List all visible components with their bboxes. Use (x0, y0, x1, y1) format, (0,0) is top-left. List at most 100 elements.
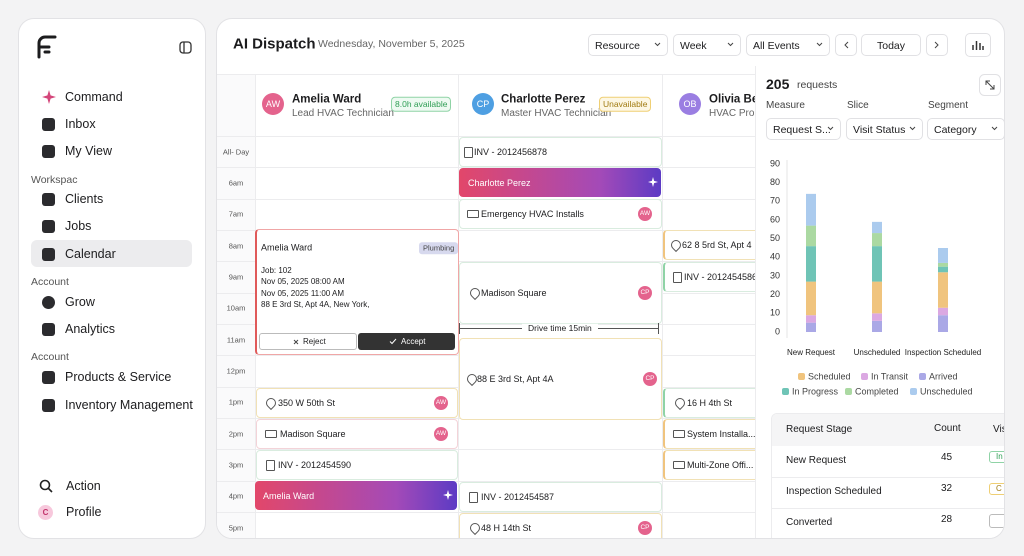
nav-item-active[interactable]: Calendar (65, 246, 116, 261)
nav-item[interactable]: Products & Service (65, 369, 172, 384)
filter-dropdown[interactable]: All Events (746, 34, 830, 56)
event[interactable]: 88 E 3rd St, Apt 4A CP (459, 338, 662, 420)
event-avatar: CP (643, 372, 657, 386)
event[interactable]: 48 H 14th St CP (459, 513, 662, 538)
column-header: Count (934, 423, 961, 434)
availability-badge: Unavailable (599, 96, 652, 112)
nav-item[interactable]: Profile (66, 504, 102, 519)
legend-swatch (798, 373, 805, 380)
truck-icon (673, 461, 685, 469)
event[interactable]: INV - 2012454590 (256, 450, 458, 480)
x-tick-label: New Request (787, 348, 836, 357)
y-tick-label: 90 (770, 158, 780, 168)
main-content: AI Dispatch Wednesday, November 5, 2025 … (217, 19, 1004, 538)
event-title: INV - 2012454590 (278, 460, 352, 470)
event[interactable]: 350 W 50th St AW (256, 388, 458, 418)
y-tick-label: 50 (770, 233, 780, 243)
event[interactable]: 16 H 4th St (663, 388, 766, 418)
filter-dropdown[interactable]: Week (673, 34, 741, 56)
job-card[interactable]: Amelia Ward Plumbing Job: 102 Nov 05, 20… (255, 229, 459, 355)
event-avatar: AW (434, 396, 448, 410)
event[interactable]: INV - 2012456878 (459, 137, 662, 167)
bar-segment (938, 315, 948, 332)
collapse-icon[interactable] (179, 41, 192, 54)
legend-label: Unscheduled (920, 386, 973, 396)
chevron (654, 42, 661, 47)
drive-tick (658, 323, 659, 334)
bar-segment (872, 313, 882, 321)
event[interactable]: Emergency HVAC Installs AW (459, 199, 662, 229)
next-button[interactable] (926, 34, 948, 56)
resource-avatar: AW (262, 93, 284, 115)
event-highlight[interactable]: Charlotte Perez (459, 168, 661, 197)
nav-item[interactable]: Inbox (65, 116, 96, 131)
bar-segment (806, 225, 816, 247)
bar-segment (872, 221, 882, 234)
resource-name: Charlotte Perez (501, 93, 586, 106)
doc-icon (469, 492, 478, 503)
time-label: 9am (228, 272, 244, 282)
event[interactable]: Madison Square CP (459, 262, 662, 324)
nav-item[interactable]: Command (65, 89, 123, 104)
job-address: 88 E 3rd St, Apt 4A, New York, (261, 300, 370, 309)
legend-swatch (782, 388, 789, 395)
event-avatar: AW (434, 427, 448, 441)
legend-swatch (861, 373, 868, 380)
button-label: Reject (303, 337, 326, 346)
nav-item[interactable]: Inventory Management (65, 397, 193, 412)
bar-segment (806, 193, 816, 226)
section-label: Workspac (31, 173, 78, 186)
event-title: 88 E 3rd St, Apt 4A (477, 374, 554, 384)
event-title: 16 H 4th St (687, 398, 733, 408)
bar-segment (806, 246, 816, 282)
drive-tick (459, 323, 460, 334)
filter-dropdown[interactable]: Resource (588, 34, 668, 56)
chevron (991, 126, 998, 131)
event-title: INV - 2012456878 (474, 147, 548, 157)
nav-item[interactable]: My View (65, 143, 113, 158)
nav-item[interactable]: Action (66, 478, 101, 493)
stage-name: Inspection Scheduled (786, 486, 882, 497)
expand-button[interactable] (979, 74, 1001, 96)
pin-icon (668, 237, 684, 253)
visit-pill: C (989, 483, 1004, 495)
time-label: 2pm (228, 428, 244, 438)
segment-dropdown[interactable]: Category (927, 118, 1004, 140)
event[interactable]: 62 8 5rd St, Apt 4 (663, 230, 766, 260)
nav-item[interactable]: Clients (65, 191, 104, 206)
event[interactable]: INV - 2012454586 (663, 262, 766, 292)
time-label: 8am (228, 240, 244, 250)
event-title: Multi-Zone Offi... (687, 460, 754, 470)
logo (37, 35, 57, 59)
nav-item[interactable]: Analytics (65, 321, 116, 336)
event-avatar: AW (638, 207, 652, 221)
event-highlight[interactable]: Amelia Ward (255, 481, 457, 510)
legend-label: Scheduled (808, 371, 851, 381)
reject-button[interactable]: Reject (259, 333, 357, 350)
accept-button[interactable]: Accept (358, 333, 455, 350)
event[interactable]: INV - 2012454587 (459, 482, 662, 512)
visit-pill (989, 514, 1004, 528)
prev-button[interactable] (835, 34, 857, 56)
bar-segment (806, 281, 816, 316)
event[interactable]: Madison Square AW (256, 419, 458, 449)
time-label: 4pm (228, 491, 244, 501)
measure-dropdown[interactable]: Request S... (766, 118, 841, 140)
dropdown-value: Request S... (773, 124, 831, 136)
nav-item[interactable]: Grow (65, 294, 95, 309)
today-button[interactable]: Today (861, 34, 921, 56)
column-header: Request Stage (786, 424, 853, 435)
chart-toggle[interactable] (965, 33, 991, 57)
time-label: 1pm (228, 397, 244, 407)
nav-item[interactable]: Jobs (65, 218, 92, 233)
slice-dropdown[interactable]: Visit Status (846, 118, 923, 140)
y-tick-label: 10 (770, 308, 780, 318)
event[interactable]: Multi-Zone Offi... (663, 450, 766, 480)
row-line (217, 511, 756, 513)
event[interactable]: System Installa... (663, 419, 766, 449)
row-line (217, 261, 756, 263)
row-line (217, 323, 756, 325)
pin-icon (467, 285, 483, 301)
event-title: Emergency HVAC Installs (481, 209, 584, 219)
